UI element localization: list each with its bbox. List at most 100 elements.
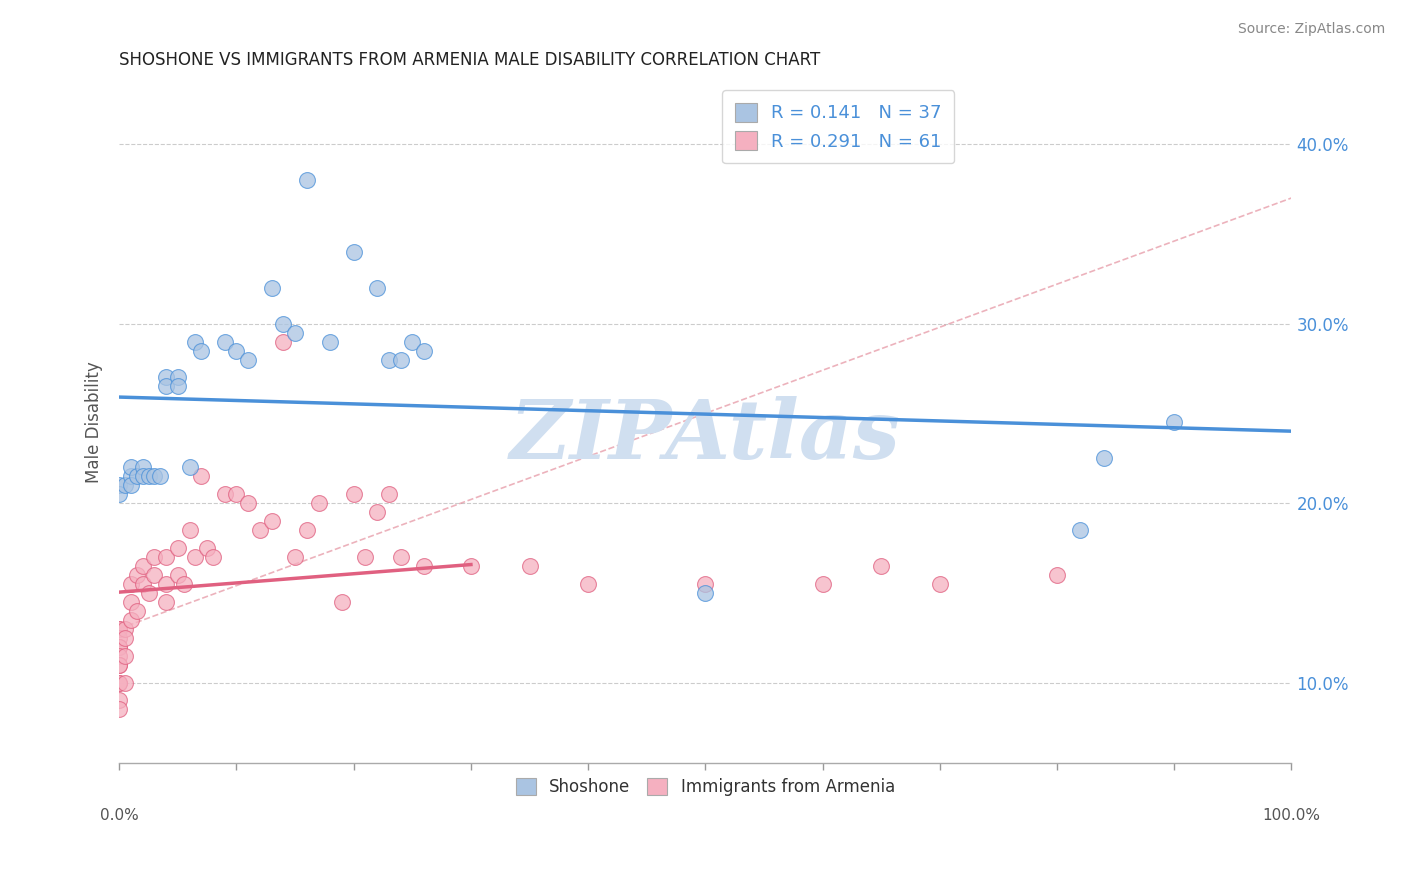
Point <box>811 577 834 591</box>
Point <box>120 469 142 483</box>
Point <box>238 352 260 367</box>
Point <box>343 487 366 501</box>
Point <box>413 558 436 573</box>
Point <box>519 558 541 573</box>
Point <box>179 460 201 475</box>
Point <box>149 469 172 483</box>
Point <box>238 496 260 510</box>
Point <box>132 460 155 475</box>
Point <box>114 478 136 492</box>
Point <box>120 478 142 492</box>
Point <box>184 334 207 349</box>
Point <box>108 640 131 654</box>
Point <box>308 496 330 510</box>
Point <box>138 469 160 483</box>
Point <box>284 326 307 340</box>
Point <box>125 604 148 618</box>
Point <box>132 577 155 591</box>
Legend: Shoshone, Immigrants from Armenia: Shoshone, Immigrants from Armenia <box>509 772 901 803</box>
Point <box>389 352 412 367</box>
Point <box>108 693 131 707</box>
Point <box>108 675 131 690</box>
Point <box>389 549 412 564</box>
Text: 0.0%: 0.0% <box>100 808 139 823</box>
Point <box>167 567 190 582</box>
Point <box>1069 523 1091 537</box>
Point <box>120 460 142 475</box>
Point <box>273 334 295 349</box>
Text: Source: ZipAtlas.com: Source: ZipAtlas.com <box>1237 22 1385 37</box>
Point <box>125 469 148 483</box>
Point <box>179 523 201 537</box>
Point <box>108 675 131 690</box>
Point <box>190 469 212 483</box>
Point <box>108 640 131 654</box>
Point <box>114 675 136 690</box>
Point <box>202 549 225 564</box>
Point <box>260 514 283 528</box>
Point <box>114 648 136 663</box>
Point <box>114 631 136 645</box>
Point <box>695 586 717 600</box>
Point <box>330 595 353 609</box>
Point <box>1092 451 1115 466</box>
Point <box>214 334 236 349</box>
Point <box>284 549 307 564</box>
Point <box>155 577 177 591</box>
Point <box>225 343 247 358</box>
Point <box>576 577 599 591</box>
Point <box>125 567 148 582</box>
Point <box>413 343 436 358</box>
Point <box>143 549 166 564</box>
Point <box>108 487 131 501</box>
Point <box>155 549 177 564</box>
Point <box>138 586 160 600</box>
Point <box>366 505 388 519</box>
Point <box>155 379 177 393</box>
Point <box>108 478 131 492</box>
Point <box>460 558 482 573</box>
Point <box>167 370 190 384</box>
Point <box>120 613 142 627</box>
Point <box>343 244 366 259</box>
Point <box>870 558 893 573</box>
Point <box>120 595 142 609</box>
Point <box>190 343 212 358</box>
Point <box>378 487 401 501</box>
Point <box>108 622 131 636</box>
Point <box>195 541 218 555</box>
Text: 100.0%: 100.0% <box>1263 808 1320 823</box>
Point <box>695 577 717 591</box>
Point <box>108 702 131 716</box>
Text: ZIPAtlas: ZIPAtlas <box>510 396 901 476</box>
Point <box>273 317 295 331</box>
Point <box>214 487 236 501</box>
Point <box>155 595 177 609</box>
Point <box>928 577 950 591</box>
Point <box>108 657 131 672</box>
Point <box>378 352 401 367</box>
Point <box>184 549 207 564</box>
Point <box>295 173 318 187</box>
Point <box>143 567 166 582</box>
Point <box>1046 567 1069 582</box>
Point <box>366 281 388 295</box>
Point <box>132 469 155 483</box>
Point <box>249 523 271 537</box>
Point <box>401 334 423 349</box>
Point <box>155 370 177 384</box>
Y-axis label: Male Disability: Male Disability <box>86 361 103 483</box>
Point <box>108 657 131 672</box>
Point <box>143 469 166 483</box>
Point <box>120 577 142 591</box>
Point <box>167 541 190 555</box>
Point <box>319 334 342 349</box>
Point <box>108 631 131 645</box>
Text: SHOSHONE VS IMMIGRANTS FROM ARMENIA MALE DISABILITY CORRELATION CHART: SHOSHONE VS IMMIGRANTS FROM ARMENIA MALE… <box>120 51 821 69</box>
Point <box>1163 415 1185 429</box>
Point <box>354 549 377 564</box>
Point <box>173 577 195 591</box>
Point <box>295 523 318 537</box>
Point <box>132 558 155 573</box>
Point <box>260 281 283 295</box>
